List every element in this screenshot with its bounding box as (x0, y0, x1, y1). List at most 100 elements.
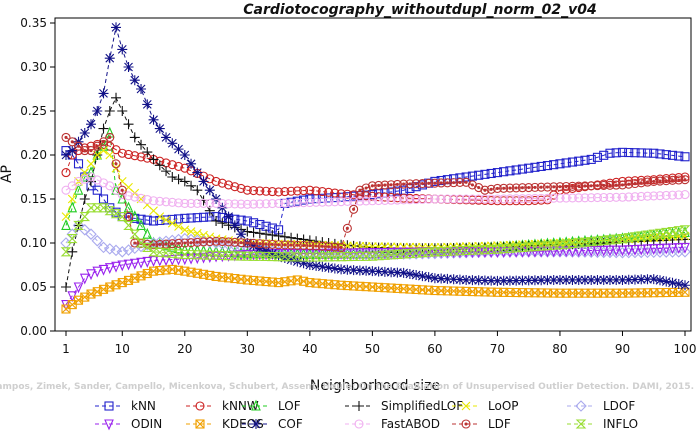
data-point (329, 252, 341, 262)
data-point (279, 252, 291, 262)
data-point (211, 198, 221, 208)
data-point (236, 215, 246, 225)
data-point (604, 274, 615, 285)
data-point (161, 166, 172, 177)
data-point (180, 163, 190, 173)
series-ldf (61, 132, 690, 252)
data-point (655, 176, 665, 186)
data-point (298, 252, 309, 262)
data-point (98, 203, 109, 213)
data-point (642, 177, 653, 187)
data-point (636, 244, 647, 256)
data-point (249, 238, 259, 248)
data-point (373, 266, 384, 277)
data-point (198, 252, 209, 264)
data-point (623, 233, 635, 243)
data-point (80, 146, 90, 156)
data-point (123, 149, 134, 160)
series-fastabod (61, 172, 690, 209)
data-point (192, 213, 202, 223)
data-point (479, 275, 490, 286)
data-point (223, 211, 234, 222)
data-point (73, 183, 84, 195)
legend-swatch-marker (354, 401, 364, 411)
data-point (461, 177, 471, 187)
data-point (367, 266, 378, 277)
data-point (680, 152, 690, 162)
data-point (248, 227, 259, 238)
data-point (642, 244, 653, 256)
data-point (667, 227, 678, 237)
data-point (560, 239, 572, 249)
legend-item-lof: LOF (242, 399, 301, 413)
data-point (173, 198, 184, 208)
x-tick-label: 50 (365, 342, 380, 356)
data-point (592, 245, 603, 257)
data-point (342, 223, 352, 233)
data-point (511, 275, 522, 286)
data-point (229, 220, 240, 231)
data-point (242, 199, 252, 209)
data-point (292, 252, 303, 262)
data-point (380, 195, 390, 205)
data-point (636, 191, 646, 201)
data-point (180, 238, 190, 248)
data-point (449, 178, 459, 188)
data-point (173, 242, 184, 254)
data-point (311, 241, 321, 251)
data-point (198, 176, 209, 187)
data-point (217, 199, 227, 209)
data-point (330, 242, 340, 252)
data-point (392, 193, 402, 203)
data-point (561, 193, 571, 203)
data-point (354, 251, 366, 261)
data-point (367, 196, 377, 206)
data-point (104, 263, 115, 274)
data-point (111, 92, 122, 103)
data-point (461, 194, 471, 204)
data-point (117, 260, 128, 272)
series-kdeos (61, 264, 690, 314)
data-point (573, 274, 584, 285)
data-point (299, 240, 309, 251)
data-point (79, 273, 90, 285)
data-point (160, 235, 172, 248)
data-point (186, 158, 197, 169)
data-point (129, 132, 140, 143)
data-point (167, 254, 178, 266)
data-point (542, 241, 553, 251)
data-point (97, 241, 110, 254)
data-point (511, 194, 521, 204)
y-tick-label: 0.20 (20, 148, 47, 162)
legend-label: ODIN (131, 417, 162, 431)
data-point (661, 190, 671, 200)
data-point (254, 251, 266, 261)
series-line (65, 136, 686, 248)
data-point (324, 197, 334, 207)
data-point (123, 212, 134, 222)
data-point (304, 235, 315, 246)
data-point (279, 231, 290, 242)
data-point (123, 259, 134, 271)
data-point (161, 132, 172, 143)
data-point (567, 181, 578, 191)
data-point (392, 179, 402, 189)
data-point (142, 215, 152, 225)
data-point (617, 234, 628, 244)
data-point (599, 150, 609, 160)
data-point (311, 197, 321, 207)
data-point (492, 244, 503, 254)
x-tick-label: 100 (674, 342, 697, 356)
data-point (473, 245, 484, 255)
data-point (86, 159, 96, 169)
data-point (324, 187, 334, 197)
data-point (673, 279, 684, 290)
data-point (380, 180, 390, 190)
data-point (354, 265, 365, 276)
data-point (492, 194, 502, 204)
data-point (611, 180, 621, 190)
data-point (330, 248, 340, 260)
x-axis-label: Neighborhood size (310, 378, 440, 394)
data-point (542, 193, 552, 203)
data-point (454, 246, 466, 256)
